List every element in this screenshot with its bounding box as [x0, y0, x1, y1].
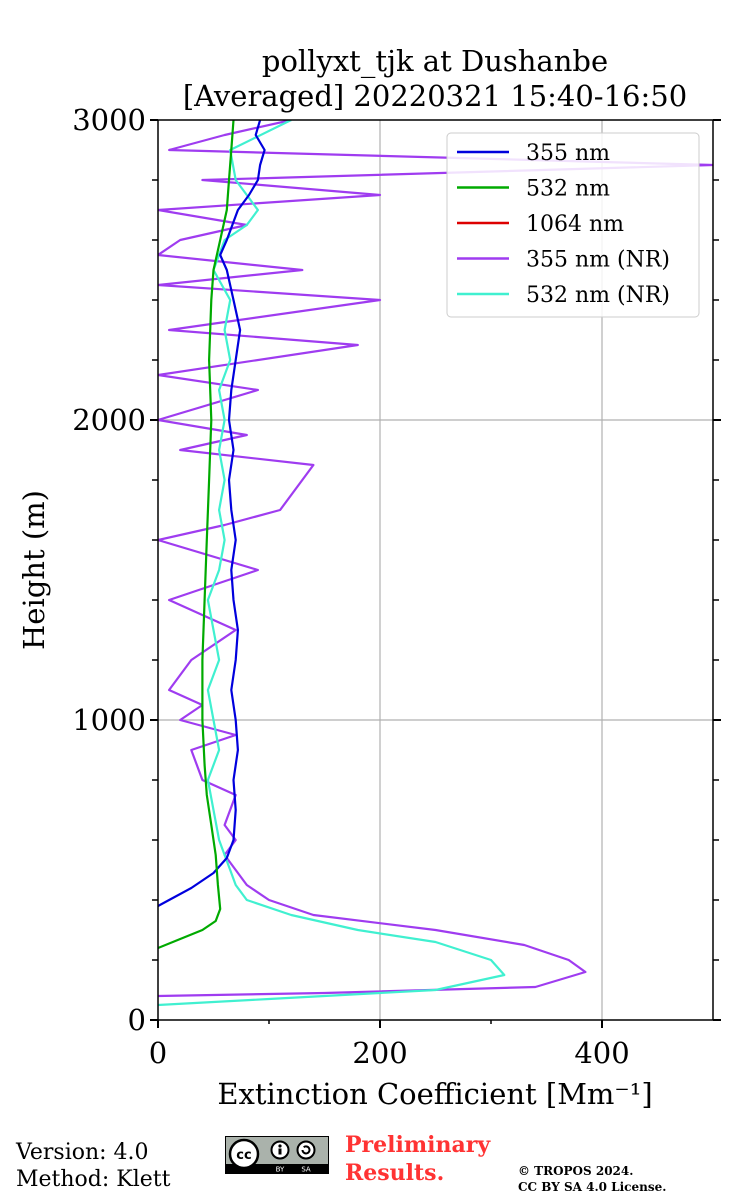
version-text: Version: 4.0 [16, 1140, 149, 1165]
cc-badge-by-text: BY [276, 1166, 285, 1174]
x-tick-label: 200 [352, 1036, 407, 1070]
cc-badge-sa-text: SA [301, 1166, 311, 1174]
series-layer [158, 120, 713, 1007]
plot-frame [157, 119, 714, 1021]
x-tick-label: 400 [574, 1036, 629, 1070]
legend-label: 355 nm (NR) [526, 248, 670, 273]
x-tick-label: 0 [149, 1036, 167, 1070]
y-tick-label: 1000 [72, 703, 146, 737]
ticks: 0 200 400 0 1000 2000 3000 [72, 103, 721, 1070]
cc-badge-cc-text: cc [236, 1148, 251, 1163]
copyright-line1: © TROPOS 2024. [518, 1164, 634, 1178]
preliminary-line1: Preliminary [345, 1132, 491, 1158]
y-tick-label: 0 [128, 1003, 146, 1037]
x-axis-label: Extinction Coefficient [Mm⁻¹] [217, 1077, 652, 1111]
legend: 355 nm 532 nm 1064 nm 355 nm (NR) 532 nm (NR… [446, 132, 700, 318]
preliminary-line2: Results. [345, 1160, 445, 1186]
y-tick-label: 2000 [72, 403, 146, 437]
copyright-line2: CC BY SA 4.0 License. [518, 1180, 667, 1194]
series-line-532-nm-nr- [158, 120, 506, 1007]
chart-subtitle: [Averaged] 20220321 15:40-16:50 [183, 79, 687, 113]
legend-label: 1064 nm [526, 212, 624, 237]
legend-label: 532 nm [526, 177, 610, 202]
preliminary-notice: Preliminary Results. [345, 1131, 490, 1187]
y-axis-label: Height (m) [17, 490, 51, 650]
cc-license-icon: cc BY SA [225, 1136, 329, 1174]
footer-version: Version: 4.0 Method: Klett [16, 1139, 170, 1193]
series-line-355-nm [158, 120, 266, 907]
legend-box [446, 132, 700, 318]
y-tick-label: 3000 [72, 103, 146, 137]
copyright-notice: © TROPOS 2024. CC BY SA 4.0 License. [518, 1163, 666, 1195]
chart-title: pollyxt_tjk at Dushanbe [262, 44, 608, 79]
legend-label: 532 nm (NR) [526, 283, 670, 308]
legend-label: 355 nm [526, 141, 610, 166]
method-text: Method: Klett [16, 1167, 171, 1192]
series-line-532-nm [158, 120, 235, 950]
